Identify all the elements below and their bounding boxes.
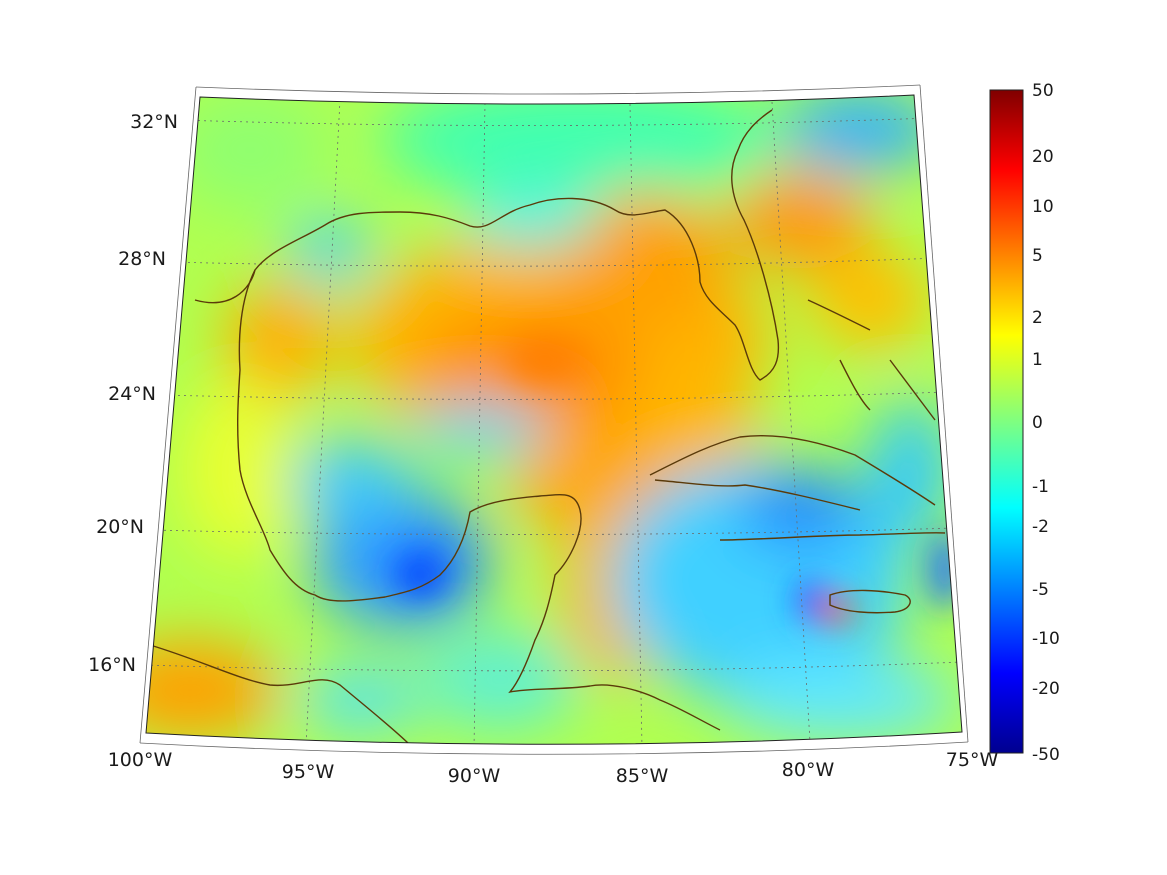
colorbar-label: 50	[1032, 81, 1054, 101]
x-tick-label: 100°W	[108, 749, 173, 771]
colorbar-label: -2	[1032, 517, 1049, 537]
y-tick-label: 28°N	[118, 248, 166, 270]
data-field	[146, 95, 962, 745]
x-tick-label: 90°W	[448, 765, 501, 787]
colorbar-gradient	[989, 89, 1024, 754]
colorbar-label: 0	[1032, 413, 1043, 433]
map-frame	[145, 94, 963, 745]
x-tick-label: 75°W	[946, 749, 999, 771]
colorbar-label: 5	[1032, 246, 1043, 266]
coastline	[149, 109, 946, 745]
colorbar-label: -1	[1032, 477, 1049, 497]
colorbar-label: -10	[1032, 629, 1060, 649]
x-tick-label: 85°W	[616, 765, 669, 787]
x-tick-label: 80°W	[782, 759, 835, 781]
x-tick-label: 95°W	[282, 761, 335, 783]
y-axis-labels: 16°N 20°N 24°N 28°N 32°N	[88, 111, 178, 676]
colorbar-label: 20	[1032, 147, 1054, 167]
x-axis-labels: 100°W 95°W 90°W 85°W 80°W 75°W	[108, 749, 999, 787]
colorbar-label: 1	[1032, 350, 1043, 370]
colorbar-label: -5	[1032, 580, 1049, 600]
y-tick-label: 24°N	[108, 383, 156, 405]
colorbar-label: -20	[1032, 679, 1060, 699]
y-tick-label: 20°N	[96, 516, 144, 538]
colorbar-label: 2	[1032, 308, 1043, 328]
colorbar-label: -50	[1032, 745, 1060, 765]
y-tick-label: 32°N	[130, 111, 178, 133]
y-tick-label: 16°N	[88, 654, 136, 676]
colorbar-label: 10	[1032, 197, 1054, 217]
graticule	[146, 99, 962, 745]
colorbar: 50 20 10 5 2 1 0 -1 -2 -5 -10 -20 -50	[989, 81, 1060, 765]
